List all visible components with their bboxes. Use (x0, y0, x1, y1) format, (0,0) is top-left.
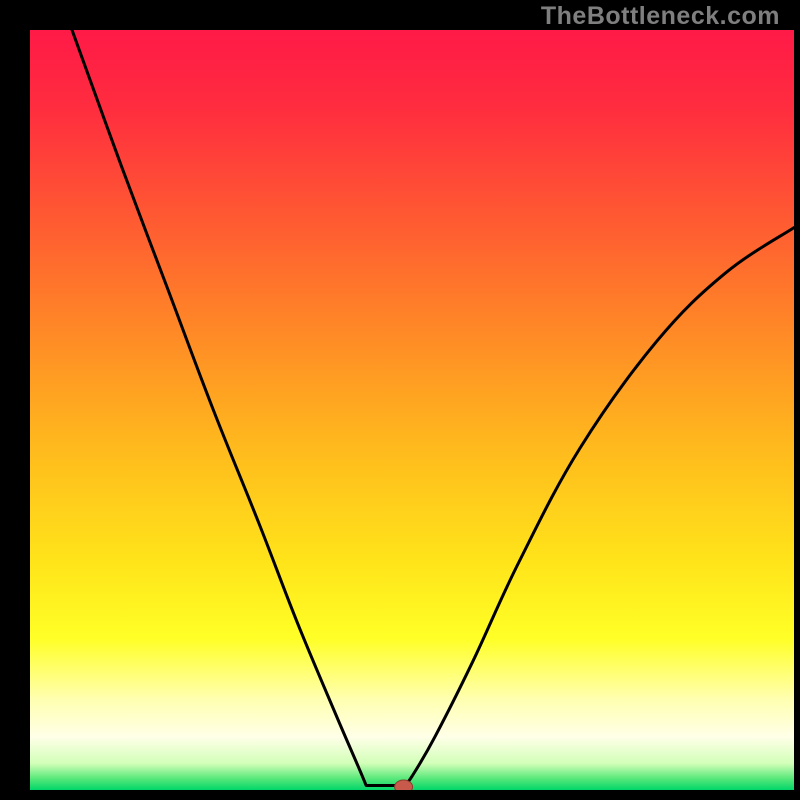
optimal-point-marker (395, 780, 413, 790)
watermark-text: TheBottleneck.com (541, 2, 780, 31)
chart-area (30, 30, 794, 790)
chart-svg (30, 30, 794, 790)
gradient-background (30, 30, 794, 790)
